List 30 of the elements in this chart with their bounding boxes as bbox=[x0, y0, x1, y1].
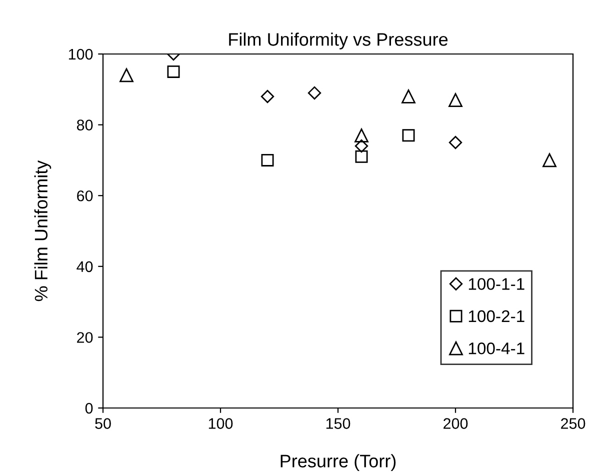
y-tick-label: 20 bbox=[77, 332, 93, 343]
x-tick-label: 50 bbox=[95, 418, 111, 429]
point bbox=[260, 90, 274, 104]
x-tick-label: 200 bbox=[444, 418, 468, 429]
y-tick-label: 60 bbox=[77, 190, 93, 202]
x-axis-title: Presurre (Torr) bbox=[280, 454, 396, 472]
point bbox=[308, 86, 322, 100]
point bbox=[167, 65, 180, 78]
point bbox=[402, 90, 416, 104]
y-tick-label: 100 bbox=[68, 48, 93, 60]
y-tick-label: 80 bbox=[76, 120, 93, 130]
point bbox=[120, 68, 134, 82]
point bbox=[448, 136, 462, 150]
y-tick-label: 0 bbox=[85, 402, 93, 414]
point bbox=[261, 154, 274, 166]
x-tick-label: 250 bbox=[561, 418, 586, 429]
point bbox=[354, 139, 368, 153]
point bbox=[542, 153, 556, 168]
point bbox=[448, 93, 462, 107]
point bbox=[354, 128, 368, 142]
legend-label: 100-1-1 bbox=[468, 278, 524, 290]
x-tick-label: 150 bbox=[326, 418, 350, 429]
legend-label: 100-4-1 bbox=[468, 342, 524, 354]
y-tick-label: 40 bbox=[76, 261, 93, 272]
chart-title: Film Uniformity vs Pressure bbox=[229, 32, 448, 50]
point bbox=[402, 129, 415, 142]
legend-label: 100-2-1 bbox=[468, 310, 524, 322]
y-axis-title: % Film Uniformity bbox=[34, 160, 52, 302]
x-tick-label: 100 bbox=[208, 418, 233, 429]
point bbox=[355, 150, 368, 163]
